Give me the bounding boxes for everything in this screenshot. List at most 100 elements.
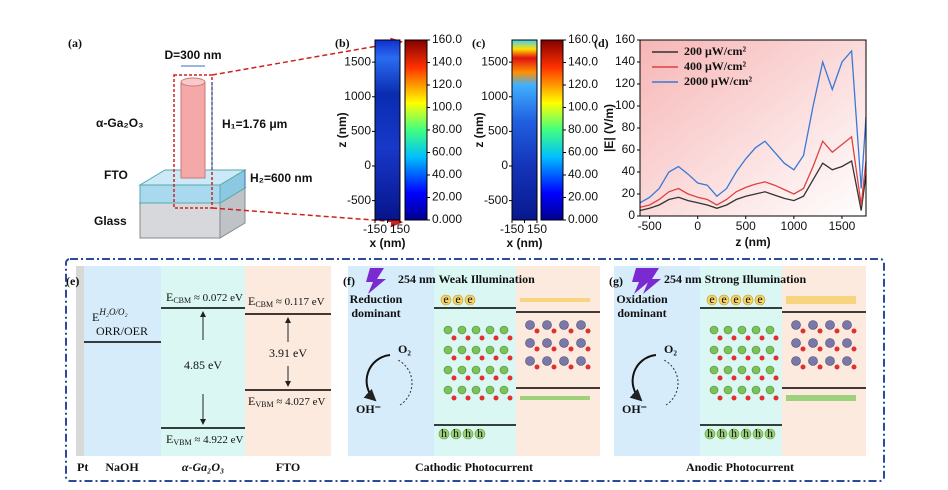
hole-label: h (707, 426, 713, 440)
electron (730, 294, 742, 306)
atom (457, 325, 467, 335)
atom (751, 385, 761, 395)
atom (834, 346, 840, 352)
light-label: 254 nm Strong Illumination (664, 272, 806, 286)
lightning (641, 268, 661, 294)
y-tick-label: 80 (622, 120, 636, 134)
electron-label: e (455, 292, 460, 306)
y-tick-label: 500 (488, 124, 508, 138)
y-tick-label: -500 (347, 193, 371, 207)
y-axis-label: |E| (V/m) (602, 104, 616, 152)
atom (834, 364, 840, 370)
atom (551, 346, 557, 352)
atom (773, 375, 779, 381)
cycle-arrow (629, 354, 657, 402)
atom (731, 395, 737, 401)
atom (479, 395, 485, 401)
label: CBM (173, 296, 191, 305)
atom (723, 325, 733, 335)
colorbar-tick-label: 80.00 (432, 122, 462, 136)
atom (493, 395, 499, 401)
atom (443, 325, 453, 335)
label: E (248, 394, 255, 408)
series-line (639, 135, 867, 208)
hole-label: h (743, 426, 749, 440)
atom (759, 355, 765, 361)
level-label: EVBM ≈ 4.922 eV (166, 432, 243, 447)
colorbar-tick-label: 40.00 (432, 167, 462, 181)
atom (842, 320, 852, 330)
field-map (375, 40, 400, 220)
atom (485, 345, 495, 355)
atom (576, 338, 586, 348)
atom (791, 320, 801, 330)
atom (825, 320, 835, 330)
atom (443, 365, 453, 375)
atom (851, 346, 857, 352)
atom (717, 395, 723, 401)
atom (485, 385, 495, 395)
atom (525, 338, 535, 348)
atom (773, 335, 779, 341)
colorbar-tick-label: 120.0 (568, 77, 598, 91)
panel-label: (c) (472, 36, 485, 50)
atom (457, 345, 467, 355)
atom (765, 385, 775, 395)
label: α-Ga₂O₃ (182, 460, 224, 474)
plot-background (640, 40, 866, 216)
atom (542, 320, 552, 330)
atom (576, 320, 586, 330)
atom (585, 346, 591, 352)
y-axis-label: z (nm) (472, 112, 486, 147)
atom (717, 355, 723, 361)
region-box (173, 74, 213, 209)
atom (485, 365, 495, 375)
label: NaOH (105, 460, 139, 474)
atom (507, 335, 513, 341)
colorbar-tick-label: 0.000 (432, 212, 462, 226)
atom (534, 364, 540, 370)
atom (465, 395, 471, 401)
hole-label: h (465, 426, 471, 440)
atom (479, 355, 485, 361)
electron-label: e (733, 292, 738, 306)
electron-label: e (721, 292, 726, 306)
atom (493, 375, 499, 381)
dominant: Reduction (350, 292, 403, 306)
y-tick-label: 60 (622, 142, 636, 156)
x-tick-label: 1000 (781, 219, 808, 233)
oh: OH⁻ (622, 402, 647, 416)
y-tick-label: -500 (484, 193, 508, 207)
level-label: ECBM ≈ 0.072 eV (166, 290, 243, 305)
y-tick-label: 100 (615, 98, 635, 112)
atom (457, 365, 467, 375)
atom (709, 365, 719, 375)
atom (559, 320, 569, 330)
fto-front (139, 184, 221, 204)
label: H₂=600 nm (250, 171, 312, 185)
hole-label: h (731, 426, 737, 440)
label: ≈ 0.072 eV (191, 292, 243, 304)
atom (723, 365, 733, 375)
y-tick-label: 0 (364, 158, 371, 172)
frame (639, 39, 867, 217)
y-tick-label: 120 (615, 76, 635, 90)
arrow (211, 37, 403, 76)
y-tick-label: 1000 (344, 89, 371, 103)
colorbar-tick-label: 100.0 (568, 100, 598, 114)
nanorod (180, 81, 206, 179)
level-label: EVBM ≈ 4.027 eV (248, 394, 325, 409)
hole-label: h (453, 426, 459, 440)
o2: O₂ (398, 342, 411, 356)
atom (443, 345, 453, 355)
atom (808, 320, 818, 330)
atom (507, 375, 513, 381)
x-tick-label: 500 (736, 219, 756, 233)
atom (759, 375, 765, 381)
cycle-arrow (363, 354, 391, 402)
atom (817, 364, 823, 370)
atom (559, 356, 569, 366)
label: E (248, 294, 255, 308)
